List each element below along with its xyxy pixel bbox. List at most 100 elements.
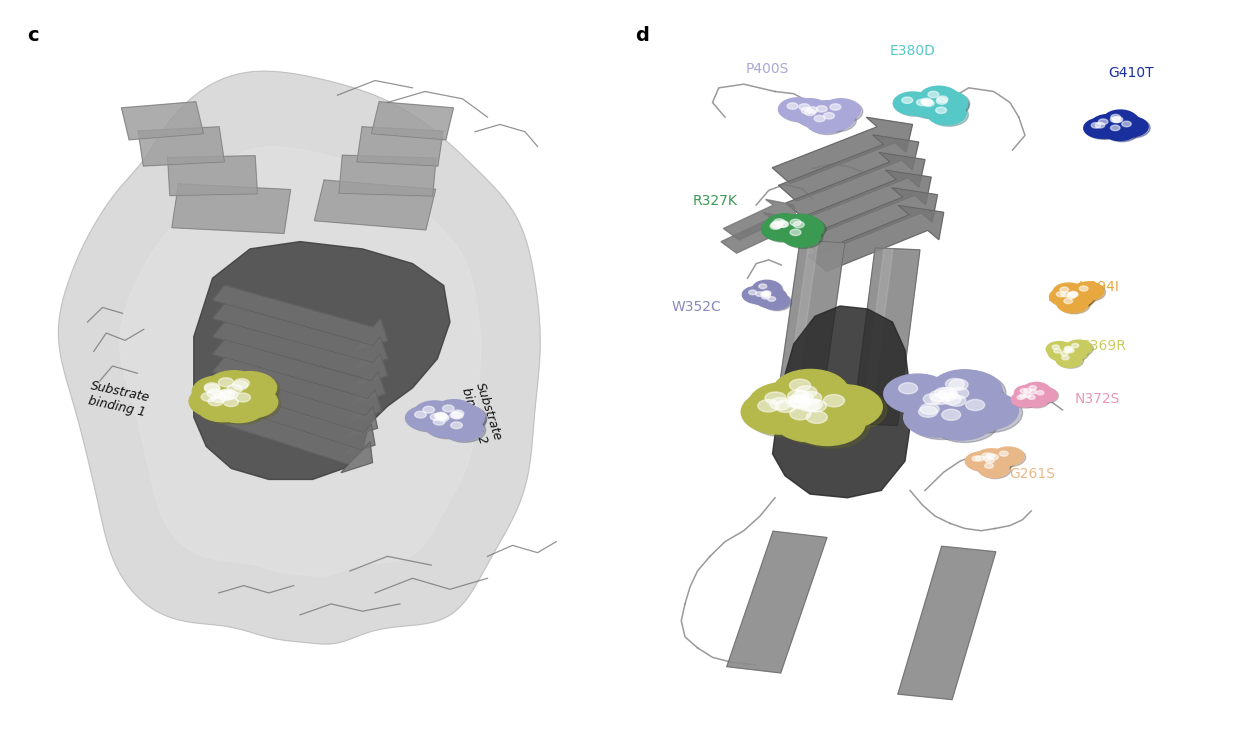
Circle shape [980,460,1011,479]
Circle shape [1024,392,1050,408]
Circle shape [778,389,853,433]
Circle shape [899,383,918,394]
Circle shape [752,280,781,297]
Circle shape [801,398,822,411]
Circle shape [924,381,991,421]
Polygon shape [225,410,372,473]
Circle shape [429,408,470,433]
Circle shape [435,413,446,419]
Circle shape [1088,118,1121,138]
Circle shape [422,406,435,413]
Circle shape [208,389,222,398]
Circle shape [768,296,775,302]
Circle shape [1051,288,1082,307]
Circle shape [755,291,764,296]
Circle shape [1105,113,1139,132]
Circle shape [790,408,811,420]
Circle shape [749,382,824,426]
Circle shape [985,458,994,463]
Circle shape [762,217,801,240]
Circle shape [205,384,220,393]
Circle shape [442,405,454,412]
Circle shape [771,221,782,228]
Circle shape [759,284,766,288]
Circle shape [941,409,961,420]
Circle shape [978,450,1009,468]
Polygon shape [219,375,378,438]
Circle shape [1024,389,1031,393]
Circle shape [742,286,771,303]
Circle shape [762,294,791,310]
Polygon shape [784,241,818,417]
Circle shape [966,400,985,411]
Polygon shape [339,155,436,196]
Circle shape [1036,391,1044,395]
Circle shape [1121,122,1131,127]
Circle shape [901,97,912,103]
Circle shape [781,224,820,247]
Circle shape [1013,393,1039,408]
Circle shape [785,217,824,239]
Circle shape [196,390,250,422]
Circle shape [208,382,262,414]
Circle shape [771,380,846,425]
Circle shape [451,412,462,419]
Circle shape [1020,391,1045,406]
Polygon shape [339,155,436,196]
Polygon shape [121,102,204,140]
Polygon shape [801,187,938,254]
Polygon shape [315,180,435,230]
Circle shape [788,218,826,241]
Circle shape [426,407,468,431]
Circle shape [810,102,849,125]
Circle shape [1062,288,1092,305]
Circle shape [799,399,820,411]
Circle shape [405,406,448,430]
Circle shape [1052,345,1059,349]
Circle shape [785,389,860,433]
Circle shape [441,406,483,430]
Circle shape [428,408,469,433]
Circle shape [1064,288,1095,307]
Circle shape [1066,294,1075,299]
Polygon shape [772,117,912,184]
Circle shape [1050,346,1076,362]
Circle shape [211,391,266,422]
Circle shape [970,453,1001,471]
Circle shape [824,113,835,119]
Circle shape [1029,386,1036,390]
Circle shape [1060,290,1091,308]
Circle shape [975,456,984,461]
Circle shape [436,401,478,425]
Circle shape [928,384,995,423]
Circle shape [786,395,808,408]
Circle shape [749,290,756,295]
Circle shape [441,417,484,441]
Circle shape [228,384,242,393]
Circle shape [1028,395,1035,400]
Circle shape [1061,288,1092,307]
Circle shape [445,408,486,433]
Circle shape [1066,347,1072,351]
Circle shape [421,408,462,433]
Circle shape [434,418,445,425]
Circle shape [1020,389,1028,393]
Circle shape [939,389,958,400]
Circle shape [765,217,804,240]
Circle shape [922,100,932,105]
Circle shape [1064,348,1071,353]
Circle shape [928,385,995,425]
Circle shape [916,100,928,105]
Circle shape [985,463,994,468]
Circle shape [1095,122,1105,128]
Circle shape [775,400,796,412]
Circle shape [1105,122,1139,142]
Circle shape [416,403,457,427]
Circle shape [912,387,980,427]
Circle shape [778,372,853,417]
Circle shape [204,384,258,415]
Circle shape [1056,349,1082,364]
Circle shape [1062,289,1094,307]
Circle shape [224,386,278,418]
Polygon shape [139,127,224,166]
